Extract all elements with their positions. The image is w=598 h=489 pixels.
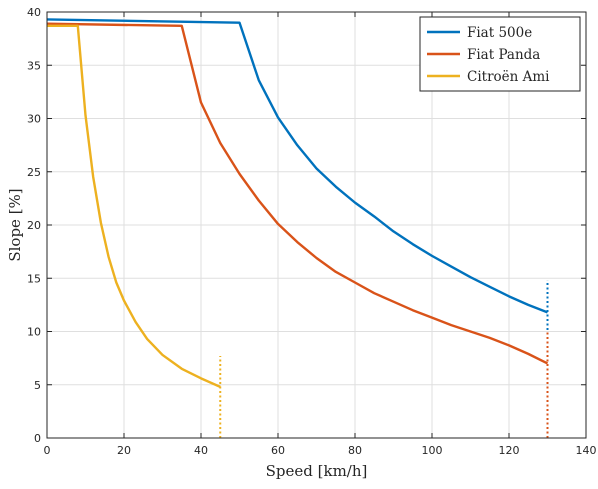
series-line-3 [47, 24, 221, 388]
x-tick-label: 40 [194, 444, 208, 457]
legend-entry: Fiat 500e [467, 25, 532, 41]
x-axis-label: Speed [km/h] [266, 462, 368, 480]
legend-entry: Fiat Panda [467, 47, 540, 63]
axes: 0 20 40 60 80 100 120 140 0 5 10 15 20 25 30 35 40 [27, 6, 597, 457]
x-tick-label: 60 [271, 444, 285, 457]
x-tick-label: 0 [44, 444, 51, 457]
x-tick-label: 100 [422, 444, 443, 457]
x-tick-label: 140 [576, 444, 597, 457]
series-line-2 [46, 22, 549, 365]
y-tick-label: 30 [27, 113, 41, 126]
y-tick-label: 10 [27, 326, 41, 339]
legend: Fiat 500e Fiat Panda Citroën Ami [419, 16, 581, 92]
y-tick-label: 5 [34, 379, 41, 392]
y-tick-label: 0 [34, 432, 41, 445]
y-tick-label: 25 [27, 166, 41, 179]
x-tick-label: 120 [499, 444, 520, 457]
series-line-1 [46, 18, 548, 314]
y-tick-label: 40 [27, 6, 41, 19]
x-tick-label: 20 [117, 444, 131, 457]
y-tick-label: 35 [27, 59, 41, 72]
series-layer [46, 18, 549, 438]
x-tick-label: 80 [348, 444, 362, 457]
legend-entry: Citroën Ami [467, 69, 550, 85]
y-axis-label: Slope [%] [6, 188, 24, 261]
y-tick-label: 15 [27, 272, 41, 285]
y-tick-label: 20 [27, 219, 41, 232]
